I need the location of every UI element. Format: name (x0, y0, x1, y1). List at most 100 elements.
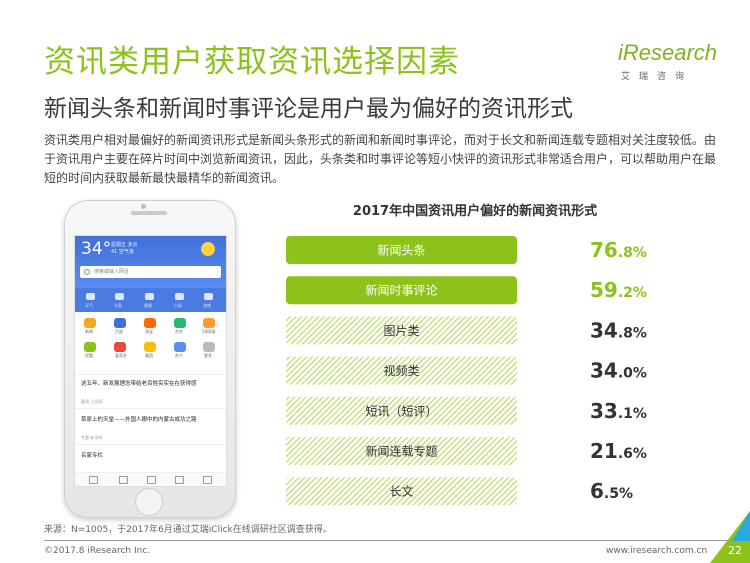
app-label: 百度 (115, 329, 123, 334)
home-icon (203, 476, 212, 484)
video-icon (145, 293, 154, 300)
copyright: ©2017.8 iResearch Inc. (44, 546, 151, 556)
app-label: 58同城 (202, 329, 216, 334)
value-label-dec: .2% (618, 285, 647, 301)
bar-5 (286, 396, 517, 425)
bar-label: 短讯（短评） (365, 404, 437, 418)
source-note: 来源：N=1005，于2017年6月通过艾瑞iClick在线调研社区调查获得。 (44, 525, 332, 535)
phone-illustration: 34° 星期五 多云 41 空气良 搜索或输入网址 天气 头条 视频 小说 游戏 (64, 200, 236, 518)
value-label: 21.6% (590, 439, 647, 463)
screen-temperature: 34° (81, 239, 112, 259)
footer-divider (44, 540, 734, 541)
top-icon-label: 小说 (174, 303, 182, 308)
value-label: 59.2% (590, 278, 647, 302)
website: www.iresearch.com.cn (606, 546, 708, 556)
jd-app-icon (174, 318, 186, 328)
phone-speaker (131, 211, 167, 215)
top-icon-label: 视频 (144, 303, 152, 308)
screen-date-line2: 41 空气良 (111, 249, 134, 255)
top-icon-label: 天气 (85, 303, 93, 308)
iqiyi-app-icon (114, 342, 126, 352)
app-label: 美团 (145, 353, 153, 358)
value-label-int: 6 (590, 479, 604, 503)
app-grid-row-2: 优酷 爱奇艺 美团 苏宁 更多 (75, 340, 226, 360)
corner-accent (732, 511, 750, 541)
logo-name: iResearch (618, 40, 718, 65)
phone-screen: 34° 星期五 多云 41 空气良 搜索或输入网址 天气 头条 视频 小说 游戏 (74, 235, 227, 487)
bar-label: 新闻头条 (377, 243, 425, 258)
app-label: 新闻 (85, 329, 93, 334)
value-label-dec: .1% (618, 406, 647, 422)
bar-label: 新闻时事评论 (365, 283, 437, 298)
game-icon (204, 293, 213, 300)
menu-icon (147, 476, 156, 484)
bar-label: 视频类 (383, 363, 419, 378)
taobao-app-icon (144, 318, 156, 328)
suning-app-icon (174, 342, 186, 352)
top-icon-label: 头条 (114, 303, 122, 308)
app-label: 京东 (175, 329, 183, 334)
more-app-icon (203, 342, 215, 352)
value-label-int: 76 (590, 238, 618, 262)
tabs-icon (175, 476, 184, 484)
youku-app-icon (84, 342, 96, 352)
bar-chart: 新闻头条 76.8%新闻时事评论 59.2%图片类 34.8%视频类 34.0%短讯（短… (286, 236, 647, 506)
phone-camera (141, 204, 146, 209)
value-label: 6.5% (590, 479, 633, 503)
iresearch-logo: iResearch 艾瑞咨询 (618, 36, 718, 88)
screen-nav-bar (75, 472, 226, 486)
news-headline: 这五年，新发展理念带给老百姓实实在在获得感 (81, 381, 197, 387)
bar-3 (286, 316, 517, 345)
news-meta: 要闻 人民网 (81, 399, 103, 404)
novel-icon (175, 293, 184, 300)
chart-title: 2017年中国资讯用户偏好的新闻资讯形式 (352, 204, 598, 219)
value-label-dec: .8% (618, 325, 647, 341)
news-meta: 专题 新华网 (81, 435, 103, 440)
app-label: 更多 (204, 353, 212, 358)
value-label: 76.8% (590, 238, 647, 262)
bar-label: 长文 (389, 484, 413, 499)
app-label: 优酷 (85, 353, 93, 358)
back-icon (89, 476, 98, 484)
bar-2 (286, 276, 517, 305)
weather-icon (86, 293, 95, 300)
app-grid-row-1: 新闻 百度 淘宝 京东 58同城 (75, 316, 226, 336)
section-title: 名家专栏 (81, 453, 104, 459)
value-label: 33.1% (590, 399, 647, 423)
screen-date: 星期五 多云 41 空气良 (111, 242, 138, 256)
value-label-dec: .6% (618, 446, 647, 462)
bar-6 (286, 437, 517, 465)
search-icon (84, 269, 90, 275)
page-body-text: 资讯类用户相对最偏好的新闻资讯形式是新闻头条形式的新闻和新闻时事评论，而对于长文… (44, 133, 717, 185)
meituan-app-icon (144, 342, 156, 352)
page-title: 资讯类用户获取资讯选择因素 (44, 44, 460, 80)
58-app-icon (203, 318, 215, 328)
divider (75, 408, 226, 409)
screen-header: 34° 星期五 多云 41 空气良 搜索或输入网址 (75, 236, 226, 288)
divider (75, 374, 226, 375)
screen-search-bar: 搜索或输入网址 (80, 266, 221, 278)
phone-home-button (135, 488, 163, 516)
forward-icon (119, 476, 128, 484)
screen-search-placeholder: 搜索或输入网址 (94, 269, 130, 275)
app-label: 爱奇艺 (115, 353, 127, 358)
logo-subtitle: 艾瑞咨询 (621, 72, 694, 82)
value-label-int: 21 (590, 439, 618, 463)
bar-1 (286, 236, 517, 264)
screen-top-icons: 天气 头条 视频 小说 游戏 (75, 288, 226, 312)
news-app-icon (84, 318, 96, 328)
bar-4 (286, 356, 517, 385)
headline-icon (115, 293, 124, 300)
value-label-int: 59 (590, 278, 618, 302)
divider (75, 444, 226, 445)
screen-date-line1: 星期五 多云 (111, 242, 138, 248)
bar-7 (286, 477, 517, 506)
value-label: 34.8% (590, 318, 647, 342)
value-label-int: 34 (590, 318, 618, 342)
weather-sun-icon (201, 242, 215, 256)
app-label: 淘宝 (145, 329, 153, 334)
baidu-app-icon (114, 318, 126, 328)
top-icon-label: 游戏 (203, 303, 211, 308)
page-subtitle: 新闻头条和新闻时事评论是用户最为偏好的资讯形式 (44, 96, 573, 122)
value-label-int: 34 (590, 359, 618, 383)
